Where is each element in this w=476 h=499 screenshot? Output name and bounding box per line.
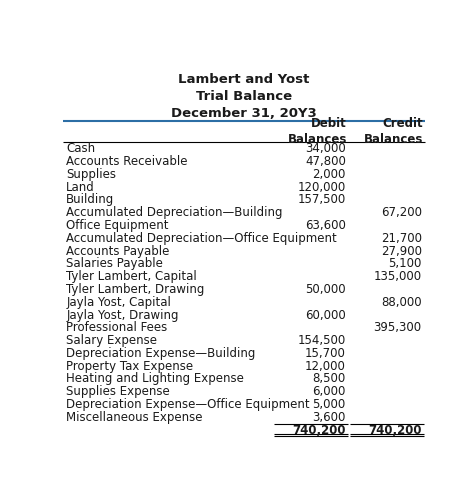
Text: Salary Expense: Salary Expense xyxy=(66,334,157,347)
Text: Tyler Lambert, Drawing: Tyler Lambert, Drawing xyxy=(66,283,205,296)
Text: Depreciation Expense—Building: Depreciation Expense—Building xyxy=(66,347,256,360)
Text: Cash: Cash xyxy=(66,142,95,155)
Text: Credit
Balances: Credit Balances xyxy=(364,117,423,146)
Text: Tyler Lambert, Capital: Tyler Lambert, Capital xyxy=(66,270,197,283)
Text: Trial Balance: Trial Balance xyxy=(196,90,292,103)
Text: 60,000: 60,000 xyxy=(305,308,346,321)
Text: 50,000: 50,000 xyxy=(305,283,346,296)
Text: 8,500: 8,500 xyxy=(313,372,346,385)
Text: 2,000: 2,000 xyxy=(312,168,346,181)
Text: Depreciation Expense—Office Equipment: Depreciation Expense—Office Equipment xyxy=(66,398,310,411)
Text: 47,800: 47,800 xyxy=(305,155,346,168)
Text: 88,000: 88,000 xyxy=(381,296,422,309)
Text: 740,200: 740,200 xyxy=(292,424,346,437)
Text: Supplies: Supplies xyxy=(66,168,116,181)
Text: 3,600: 3,600 xyxy=(312,411,346,424)
Text: Supplies Expense: Supplies Expense xyxy=(66,385,170,398)
Text: 5,000: 5,000 xyxy=(313,398,346,411)
Text: Miscellaneous Expense: Miscellaneous Expense xyxy=(66,411,203,424)
Text: Lambert and Yost: Lambert and Yost xyxy=(178,73,309,86)
Text: 395,300: 395,300 xyxy=(374,321,422,334)
Text: 21,700: 21,700 xyxy=(381,232,422,245)
Text: 5,100: 5,100 xyxy=(388,257,422,270)
Text: 157,500: 157,500 xyxy=(298,194,346,207)
Text: Property Tax Expense: Property Tax Expense xyxy=(66,360,193,373)
Text: 6,000: 6,000 xyxy=(312,385,346,398)
Text: Salaries Payable: Salaries Payable xyxy=(66,257,163,270)
Text: Debit
Balances: Debit Balances xyxy=(288,117,347,146)
Text: Professional Fees: Professional Fees xyxy=(66,321,168,334)
Text: 34,000: 34,000 xyxy=(305,142,346,155)
Text: 135,000: 135,000 xyxy=(374,270,422,283)
Text: 12,000: 12,000 xyxy=(305,360,346,373)
Text: 740,200: 740,200 xyxy=(368,424,422,437)
Text: 120,000: 120,000 xyxy=(298,181,346,194)
Text: Accounts Payable: Accounts Payable xyxy=(66,245,169,257)
Text: December 31, 20Y3: December 31, 20Y3 xyxy=(171,106,317,120)
Text: Heating and Lighting Expense: Heating and Lighting Expense xyxy=(66,372,244,385)
Text: Jayla Yost, Capital: Jayla Yost, Capital xyxy=(66,296,171,309)
Text: Accounts Receivable: Accounts Receivable xyxy=(66,155,188,168)
Text: 63,600: 63,600 xyxy=(305,219,346,232)
Text: Building: Building xyxy=(66,194,114,207)
Text: Jayla Yost, Drawing: Jayla Yost, Drawing xyxy=(66,308,178,321)
Text: 27,900: 27,900 xyxy=(381,245,422,257)
Text: Office Equipment: Office Equipment xyxy=(66,219,169,232)
Text: 15,700: 15,700 xyxy=(305,347,346,360)
Text: 154,500: 154,500 xyxy=(298,334,346,347)
Text: Land: Land xyxy=(66,181,95,194)
Text: 67,200: 67,200 xyxy=(381,206,422,219)
Text: Accumulated Depreciation—Building: Accumulated Depreciation—Building xyxy=(66,206,283,219)
Text: Accumulated Depreciation—Office Equipment: Accumulated Depreciation—Office Equipmen… xyxy=(66,232,337,245)
